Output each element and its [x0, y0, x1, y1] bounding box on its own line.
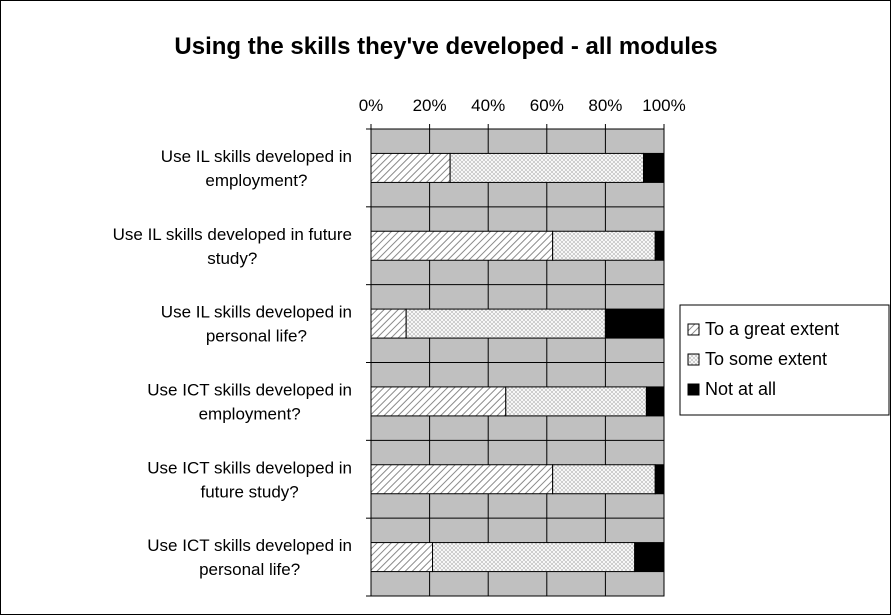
- bar-segment: [370, 230, 554, 261]
- category-label-line: Use IL skills developed in future: [113, 225, 352, 244]
- x-tick-label: 80%: [588, 96, 622, 115]
- category-label: Use IL skills developed in personal life?: [161, 303, 352, 346]
- category-label-line: Use IL skills developed in: [161, 147, 352, 166]
- legend-item: To a great extent: [687, 319, 839, 339]
- legend-swatch: [687, 353, 700, 366]
- category-label: Use ICT skills developed in future study?: [147, 458, 352, 501]
- category-label: Use IL skills developed in employment?: [161, 147, 352, 190]
- category-label-line: future study?: [200, 482, 298, 501]
- category-labels: Use IL skills developed inemployment?Use…: [113, 147, 352, 579]
- bar-segment: [449, 152, 644, 183]
- x-axis-ticks: 0% 20% 40% 60% 80% 100%: [359, 96, 686, 597]
- bar-segment: [370, 464, 554, 495]
- bar-segment: [552, 230, 656, 261]
- bar-segment: [645, 386, 665, 417]
- x-tick-label: 40%: [471, 96, 505, 115]
- bar-segment: [642, 152, 665, 183]
- bar-segment: [370, 308, 407, 339]
- category-label: Use ICT skills developed in employment?: [147, 380, 352, 423]
- bar-segment: [370, 152, 451, 183]
- category-label-line: study?: [207, 249, 257, 268]
- category-label: Use IL skills developed in future study?: [113, 225, 352, 268]
- bars: [370, 152, 665, 573]
- legend-label: To some extent: [705, 349, 827, 369]
- bar-segment: [505, 386, 647, 417]
- legend: To a great extent To some extent Not at al…: [687, 319, 839, 399]
- legend-swatch: [687, 323, 700, 336]
- category-label-line: Use IL skills developed in: [161, 303, 352, 322]
- legend-swatch: [687, 383, 700, 396]
- category-label-line: employment?: [199, 404, 301, 423]
- bar-segment: [552, 464, 656, 495]
- legend-item: Not at all: [687, 379, 776, 399]
- category-label-line: Use ICT skills developed in: [147, 380, 352, 399]
- legend-label: Not at all: [705, 379, 776, 399]
- x-tick-label: 100%: [642, 96, 685, 115]
- category-label-line: personal life?: [199, 560, 300, 579]
- bar-segment: [654, 230, 665, 261]
- category-label-line: Use ICT skills developed in: [147, 458, 352, 477]
- x-tick-label: 60%: [530, 96, 564, 115]
- category-label-line: employment?: [205, 171, 307, 190]
- legend-box: [679, 304, 890, 416]
- x-tick-label: 0%: [359, 96, 384, 115]
- bar-segment: [405, 308, 606, 339]
- bar-segment: [604, 308, 665, 339]
- bar-segment: [634, 542, 665, 573]
- chart-title: Using the skills they've developed - all…: [174, 33, 717, 60]
- category-label-line: Use ICT skills developed in: [147, 536, 352, 555]
- category-label: Use ICT skills developed in personal life…: [147, 536, 352, 579]
- bar-segment: [654, 464, 665, 495]
- x-tick-label: 20%: [413, 96, 447, 115]
- bar-segment: [370, 542, 434, 573]
- bar-segment: [432, 542, 636, 573]
- legend-item: To some extent: [687, 349, 827, 369]
- category-label-line: personal life?: [206, 327, 307, 346]
- bar-segment: [370, 386, 507, 417]
- legend-label: To a great extent: [705, 319, 839, 339]
